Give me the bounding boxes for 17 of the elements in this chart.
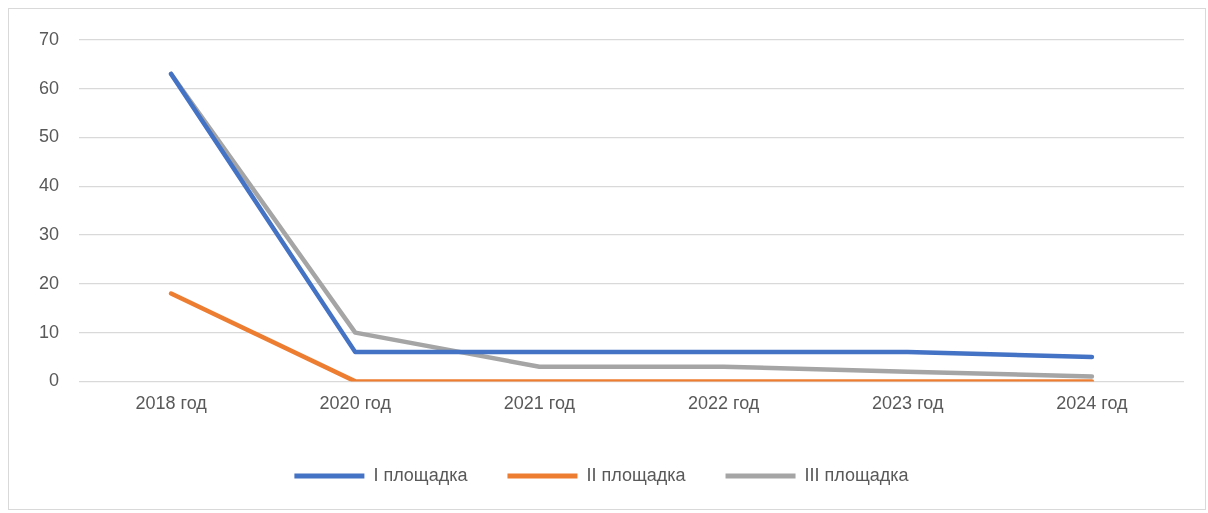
legend-label: I площадка bbox=[373, 464, 469, 485]
y-tick-label: 40 bbox=[38, 175, 60, 196]
legend-label: II площадка bbox=[586, 464, 687, 485]
x-tick-label: 2023 год bbox=[872, 393, 944, 414]
x-tick-label: 2020 год bbox=[319, 393, 392, 414]
y-tick-label: 20 bbox=[38, 272, 60, 293]
x-tick-label: 2022 год bbox=[687, 393, 760, 414]
x-tick-label: 2024 год bbox=[1056, 393, 1129, 414]
y-tick-label: 10 bbox=[38, 321, 60, 342]
y-tick-label: 70 bbox=[38, 28, 60, 49]
y-tick-label: 30 bbox=[38, 223, 60, 244]
y-tick-label: 0 bbox=[49, 370, 60, 391]
y-tick-label: 50 bbox=[38, 126, 60, 147]
x-tick-label: 2021 год bbox=[503, 393, 576, 414]
y-tick-label: 60 bbox=[38, 77, 60, 98]
x-tick-label: 2018 год bbox=[135, 393, 208, 414]
legend-label: III площадка bbox=[804, 464, 910, 485]
